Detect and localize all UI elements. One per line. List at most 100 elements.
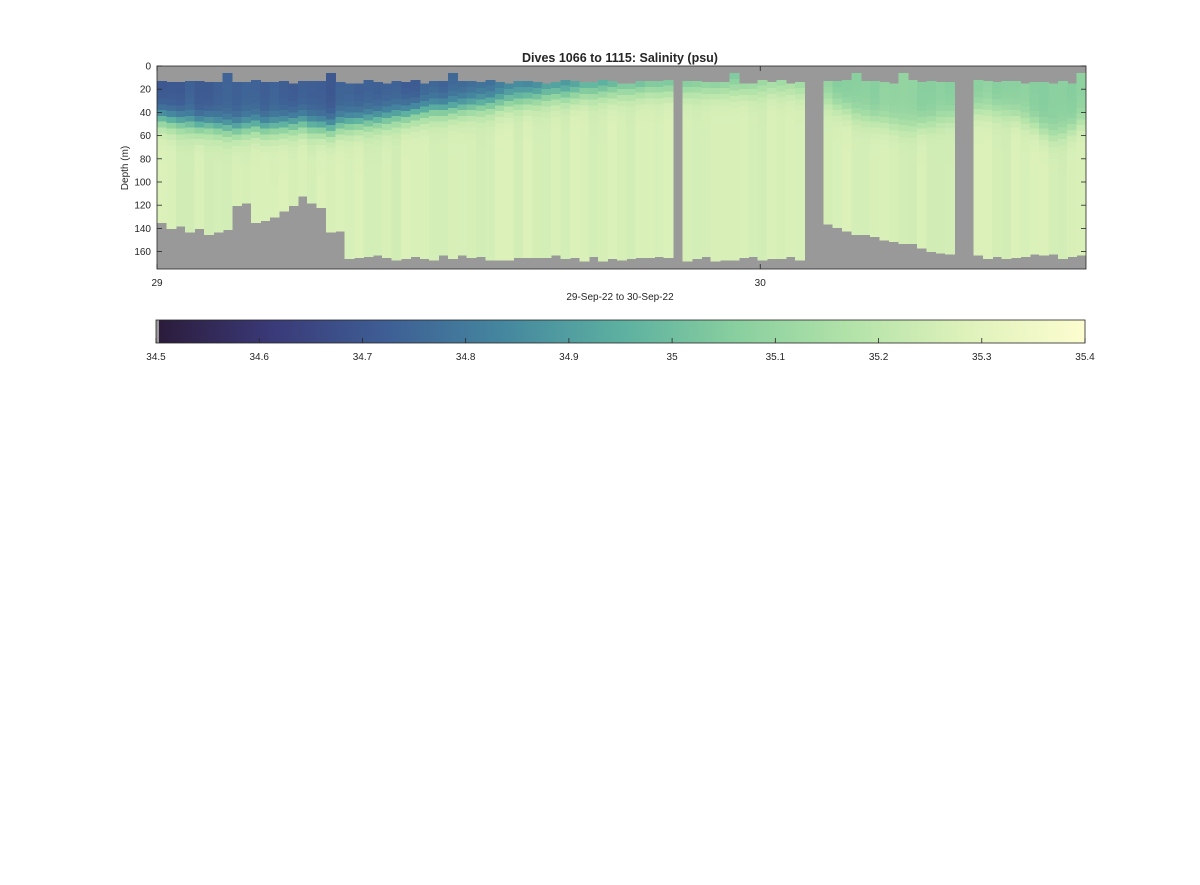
profile-cell: [438, 214, 449, 221]
profile-cell: [391, 243, 402, 250]
profile-cell: [494, 256, 505, 261]
profile-cell: [973, 253, 984, 256]
profile-cell: [992, 111, 1003, 118]
profile-cell: [729, 165, 740, 173]
profile-cell: [626, 222, 637, 229]
profile-cell: [860, 202, 871, 210]
profile-cell: [260, 209, 271, 217]
profile-cell: [494, 244, 505, 252]
profile-cell: [532, 122, 543, 130]
profile-cell: [269, 175, 280, 182]
profile-cell: [579, 99, 590, 107]
profile-cell: [1076, 183, 1086, 190]
profile-cell: [1010, 98, 1021, 105]
profile-cell: [1057, 179, 1068, 187]
profile-cell: [1010, 144, 1021, 152]
profile-cell: [776, 97, 787, 104]
profile-cell: [992, 186, 1003, 194]
profile-cell: [607, 249, 618, 256]
profile-cell: [504, 211, 515, 218]
profile-cell: [795, 134, 806, 141]
profile-cell: [203, 175, 214, 182]
profile-cell: [447, 78, 458, 86]
profile-cell: [973, 79, 984, 87]
profile-cell: [297, 92, 308, 100]
profile-cell: [222, 159, 233, 167]
profile-cell: [729, 188, 740, 196]
profile-cell: [654, 139, 665, 146]
profile-cell: [551, 209, 562, 217]
profile-cell: [344, 240, 355, 247]
profile-cell: [832, 202, 843, 210]
profile-cell: [691, 139, 702, 146]
profile-cell: [616, 118, 627, 125]
profile-cell: [644, 191, 655, 198]
profile-cell: [354, 199, 365, 206]
profile-cell: [269, 134, 280, 141]
profile-cell: [738, 240, 749, 247]
profile-cell: [325, 183, 336, 190]
profile-cell: [729, 113, 740, 120]
profile-cell: [598, 224, 609, 232]
profile-cell: [776, 224, 787, 232]
profile-cell: [654, 214, 665, 221]
profile-cell: [1001, 133, 1012, 140]
profile-cell: [907, 201, 918, 209]
profile-cell: [382, 118, 393, 125]
profile-cell: [260, 134, 271, 141]
profile-cell: [344, 95, 355, 102]
profile-cell: [185, 144, 196, 152]
profile-cell: [410, 248, 421, 255]
profile-cell: [832, 92, 843, 100]
profile-cell: [1048, 141, 1059, 148]
profile-cell: [504, 83, 515, 90]
profile-cell: [823, 173, 834, 181]
profile-cell: [560, 132, 571, 139]
profile-cell: [588, 146, 599, 153]
profile-cell: [926, 197, 937, 204]
profile-cell: [663, 79, 674, 87]
profile-cell: [663, 126, 674, 133]
profile-cell: [447, 107, 458, 115]
profile-cell: [616, 216, 627, 224]
profile-cell: [522, 121, 533, 129]
profile-cell: [400, 157, 411, 165]
profile-cell: [457, 110, 468, 117]
profile-cell: [203, 134, 214, 141]
profile-cell: [419, 100, 430, 108]
profile-cell: [757, 85, 768, 93]
profile-cell: [447, 148, 458, 155]
profile-cell: [429, 191, 440, 198]
profile-cell: [476, 221, 487, 228]
profile-cell: [372, 192, 383, 199]
profile-cell: [297, 127, 308, 134]
profile-cell: [710, 256, 721, 262]
profile-cell: [1020, 228, 1031, 235]
profile-cell: [513, 255, 524, 258]
profile-cell: [522, 197, 533, 204]
profile-cell: [250, 201, 261, 209]
profile-cell: [288, 83, 299, 90]
profile-cell: [391, 81, 402, 88]
profile-cell: [879, 215, 890, 223]
profile-cell: [307, 191, 318, 198]
profile-cell: [720, 169, 731, 176]
profile-cell: [992, 157, 1003, 165]
profile-cell: [710, 157, 721, 165]
profile-cell: [504, 147, 515, 154]
profile-cell: [1057, 226, 1068, 233]
profile-cell: [870, 156, 881, 163]
profile-cell: [935, 128, 946, 136]
profile-cell: [992, 93, 1003, 101]
plot-frame: [156, 65, 1087, 270]
profile-cell: [588, 169, 599, 176]
profile-cell: [551, 82, 562, 89]
profile-cell: [982, 127, 993, 134]
profile-cell: [1001, 162, 1012, 169]
profile-cell: [832, 98, 843, 105]
profile-cell: [701, 117, 712, 124]
profile-cell: [644, 243, 655, 250]
profile-cell: [588, 88, 599, 95]
profile-cell: [682, 133, 693, 140]
profile-cell: [898, 107, 909, 115]
